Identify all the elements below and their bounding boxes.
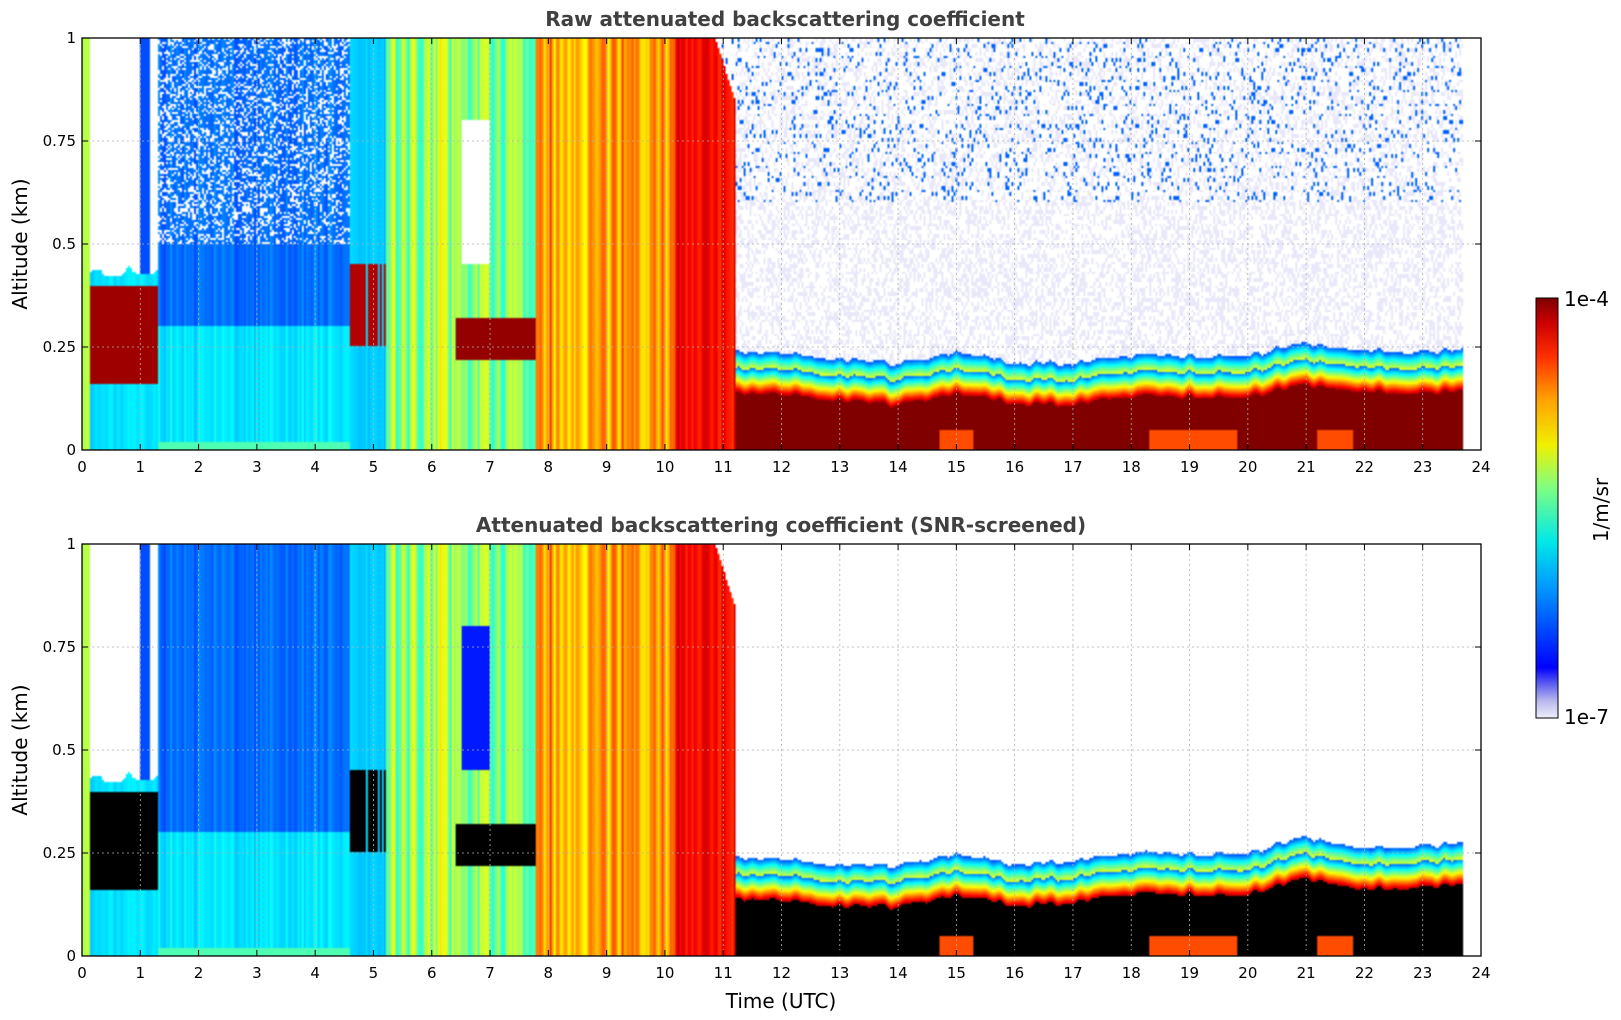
x-tick-label: 0	[77, 964, 87, 982]
x-tick-label: 24	[1471, 964, 1490, 982]
x-tick-label: 19	[1180, 458, 1199, 476]
x-tick-label: 0	[77, 458, 87, 476]
x-tick-label: 7	[485, 964, 495, 982]
x-tick-label: 11	[714, 458, 733, 476]
panel-title: Raw attenuated backscattering coefficien…	[545, 7, 1025, 31]
x-tick-label: 5	[369, 964, 379, 982]
x-tick-label: 18	[1122, 458, 1141, 476]
x-tick-label: 10	[655, 964, 674, 982]
x-tick-label: 23	[1413, 964, 1432, 982]
x-tick-label: 13	[830, 964, 849, 982]
panel-snr-screened: Attenuated backscattering coefficient (S…	[8, 513, 1491, 1013]
x-tick-label: 1	[136, 458, 146, 476]
x-tick-label: 12	[772, 458, 791, 476]
x-tick-label: 3	[252, 458, 262, 476]
x-tick-label: 23	[1413, 458, 1432, 476]
y-tick-label: 0.25	[43, 844, 76, 862]
y-tick-label: 0	[66, 947, 76, 965]
x-tick-label: 13	[830, 458, 849, 476]
colorbar-unit-label: 1/m/sr	[1589, 477, 1613, 542]
x-tick-label: 15	[947, 458, 966, 476]
x-tick-label: 16	[1005, 458, 1024, 476]
y-tick-label: 1	[66, 535, 76, 553]
x-tick-label: 10	[655, 458, 674, 476]
colorbar-ramp	[1536, 298, 1558, 718]
colorbar: 1e-4 1e-7 1/m/sr	[1536, 287, 1613, 729]
x-tick-label: 3	[252, 964, 262, 982]
x-tick-label: 17	[1063, 458, 1082, 476]
x-tick-label: 16	[1005, 964, 1024, 982]
panel-title: Attenuated backscattering coefficient (S…	[476, 513, 1086, 537]
x-tick-label: 22	[1355, 964, 1374, 982]
x-tick-label: 2	[194, 964, 204, 982]
y-axis-label: Altitude (km)	[8, 684, 32, 815]
panel-raw: Raw attenuated backscattering coefficien…	[8, 7, 1491, 476]
y-tick-label: 0.5	[52, 741, 76, 759]
y-axis-label: Altitude (km)	[8, 178, 32, 309]
x-tick-label: 8	[544, 458, 554, 476]
x-tick-label: 4	[310, 458, 320, 476]
x-axis-label: Time (UTC)	[725, 989, 837, 1013]
x-tick-label: 17	[1063, 964, 1082, 982]
x-tick-label: 15	[947, 964, 966, 982]
x-tick-label: 14	[889, 964, 908, 982]
y-tick-label: 0	[66, 441, 76, 459]
x-tick-label: 19	[1180, 964, 1199, 982]
y-tick-label: 1	[66, 29, 76, 47]
y-tick-label: 0.25	[43, 338, 76, 356]
x-tick-label: 21	[1297, 458, 1316, 476]
colorbar-min-label: 1e-7	[1564, 705, 1609, 729]
x-tick-label: 20	[1238, 964, 1257, 982]
y-tick-label: 0.75	[43, 132, 76, 150]
x-tick-label: 22	[1355, 458, 1374, 476]
x-tick-label: 21	[1297, 964, 1316, 982]
x-tick-label: 20	[1238, 458, 1257, 476]
x-tick-label: 5	[369, 458, 379, 476]
x-tick-label: 4	[310, 964, 320, 982]
x-tick-label: 8	[544, 964, 554, 982]
x-tick-label: 1	[136, 964, 146, 982]
y-tick-label: 0.75	[43, 638, 76, 656]
x-tick-label: 18	[1122, 964, 1141, 982]
colorbar-max-label: 1e-4	[1564, 287, 1609, 311]
x-tick-label: 14	[889, 458, 908, 476]
x-tick-label: 12	[772, 964, 791, 982]
x-tick-label: 24	[1471, 458, 1490, 476]
x-tick-label: 6	[427, 458, 437, 476]
x-tick-label: 7	[485, 458, 495, 476]
x-tick-label: 6	[427, 964, 437, 982]
x-tick-label: 2	[194, 458, 204, 476]
x-tick-label: 9	[602, 458, 612, 476]
x-tick-label: 11	[714, 964, 733, 982]
x-tick-label: 9	[602, 964, 612, 982]
y-tick-label: 0.5	[52, 235, 76, 253]
